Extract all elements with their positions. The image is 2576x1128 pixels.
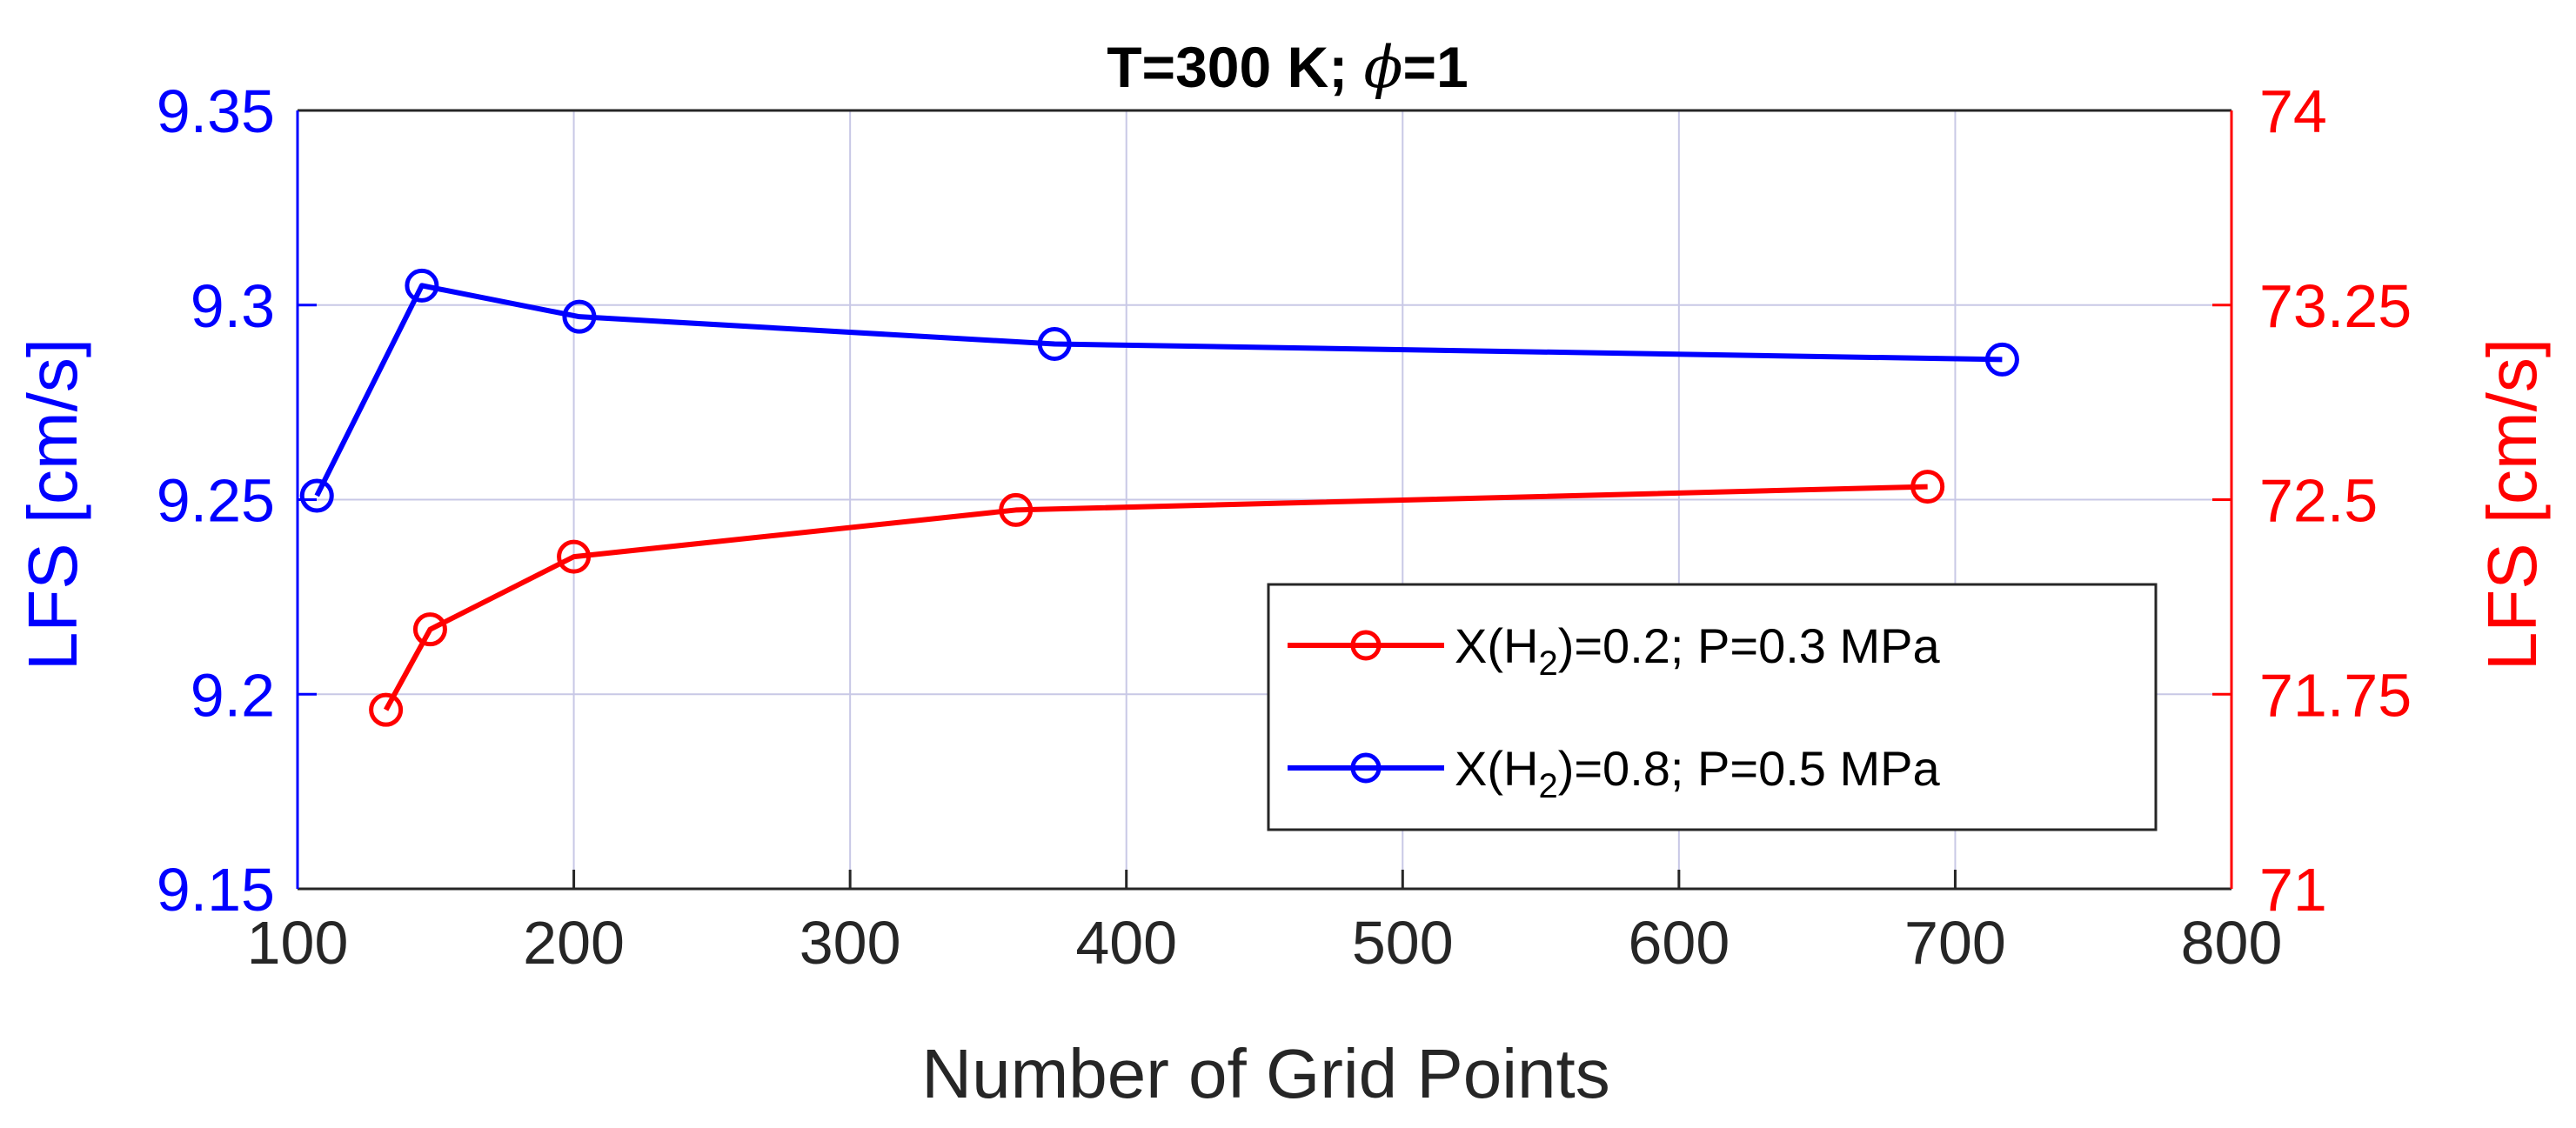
legend-label-red: X(H2)=0.2; P=0.3 MPa xyxy=(1455,618,1940,683)
y-left-tick-label: 9.35 xyxy=(157,77,275,145)
chart-title-main: T=300 K; xyxy=(1107,35,1363,99)
legend-marker-red xyxy=(1350,630,1382,661)
series-line-0 xyxy=(383,484,1928,711)
legend-label-red-suffix: )=0.2; P=0.3 MPa xyxy=(1558,618,1941,673)
legend-label-red-prefix: X(H xyxy=(1455,618,1538,673)
legend-label-blue-prefix: X(H xyxy=(1455,741,1538,796)
data-point xyxy=(562,299,597,334)
legend-label-blue-sub: 2 xyxy=(1538,767,1557,805)
phi-symbol: ϕ xyxy=(1364,34,1403,101)
axes xyxy=(296,109,2233,891)
legend-label-red-sub: 2 xyxy=(1538,644,1557,683)
y-left-tick-label: 9.2 xyxy=(191,661,275,729)
x-ticks: 100 200 300 400 500 600 700 800 xyxy=(247,909,2283,977)
chart-title: T=300 K; ϕ=1 xyxy=(1107,34,1469,101)
gridlines xyxy=(298,110,2231,889)
x-axis-label: Number of Grid Points xyxy=(921,1035,1609,1112)
y-right-tick-label: 72.5 xyxy=(2259,467,2378,535)
y-right-tick-label: 71 xyxy=(2259,856,2327,924)
x-tick-label: 800 xyxy=(2181,909,2283,977)
legend-entry-blue: X(H2)=0.8; P=0.5 MPa xyxy=(1288,741,1940,805)
legend-box xyxy=(1267,583,2158,831)
y-left-tick-label: 9.15 xyxy=(157,856,275,924)
series-layer xyxy=(299,268,2019,727)
data-point xyxy=(412,612,447,647)
y-left-tick-label: 9.25 xyxy=(157,467,275,535)
y-left-ticks: 9.15 9.2 9.25 9.3 9.35 xyxy=(157,77,275,924)
x-tick-label: 300 xyxy=(800,909,901,977)
x-tick-label: 100 xyxy=(247,909,349,977)
legend-label-blue: X(H2)=0.8; P=0.5 MPa xyxy=(1455,741,1940,805)
x-tick-label: 500 xyxy=(1352,909,1454,977)
data-point xyxy=(369,692,404,727)
chart-title-suffix: =1 xyxy=(1403,35,1469,99)
data-point xyxy=(1984,342,2019,377)
legend-marker-blue xyxy=(1350,752,1382,784)
y-axis-label-left: LFS [cm/s] xyxy=(14,338,91,671)
x-tick-label: 200 xyxy=(523,909,625,977)
x-tick-label: 400 xyxy=(1075,909,1177,977)
data-point xyxy=(557,539,592,574)
series-line-1 xyxy=(314,283,2003,497)
data-point xyxy=(1910,470,1945,504)
data-point xyxy=(1037,327,1072,361)
y-right-tick-label: 74 xyxy=(2259,77,2327,145)
x-tick-label: 700 xyxy=(1904,909,2006,977)
y-left-tick-label: 9.3 xyxy=(191,272,275,340)
x-tick-label: 600 xyxy=(1628,909,1730,977)
legend-entry-red: X(H2)=0.2; P=0.3 MPa xyxy=(1288,618,1940,683)
legend-label-blue-suffix: )=0.8; P=0.5 MPa xyxy=(1558,741,1941,796)
data-point xyxy=(299,478,334,513)
y-right-tick-label: 73.25 xyxy=(2259,272,2412,340)
data-point xyxy=(999,492,1034,527)
data-point xyxy=(405,268,439,303)
legend: X(H2)=0.2; P=0.3 MPa X(H2)=0.8; P=0.5 MP… xyxy=(1267,583,2158,831)
y-right-ticks: 71 71.75 72.5 73.25 74 xyxy=(2259,77,2412,924)
y-right-tick-label: 71.75 xyxy=(2259,661,2412,729)
y-axis-label-right: LFS [cm/s] xyxy=(2473,338,2551,671)
